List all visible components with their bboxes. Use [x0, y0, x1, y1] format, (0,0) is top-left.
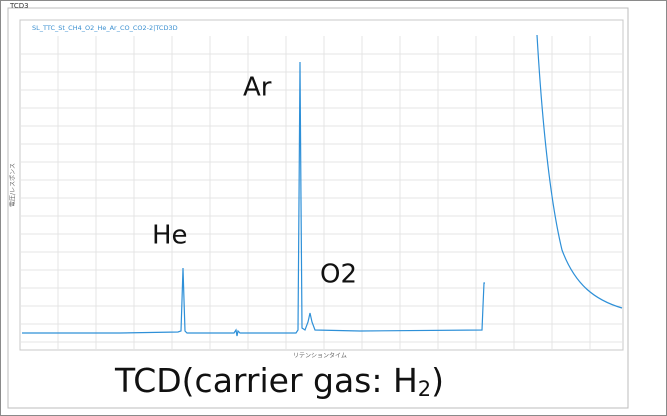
chromatogram-tail — [536, 34, 623, 309]
peak-label: O2 — [320, 260, 357, 290]
legend-text: SL_TTC_St_CH4_O2_He_Ar_CO_CO2-2|TCD3D — [32, 24, 178, 32]
caption-subscript: 2 — [418, 377, 431, 401]
x-axis-label: リテンションタイム — [293, 352, 347, 360]
window-title: TCD3 — [9, 2, 29, 10]
y-axis-label: 電圧/レスポンス — [9, 163, 17, 207]
caption-text: TCD(carrier gas: H — [114, 361, 418, 400]
chromatogram-trace — [22, 61, 485, 337]
caption-suffix: ) — [431, 361, 444, 400]
caption: TCD(carrier gas: H2) — [114, 361, 444, 402]
peak-label: He — [152, 221, 188, 251]
grid — [20, 36, 623, 350]
peak-label: Ar — [243, 73, 272, 103]
plot-area — [19, 19, 624, 351]
